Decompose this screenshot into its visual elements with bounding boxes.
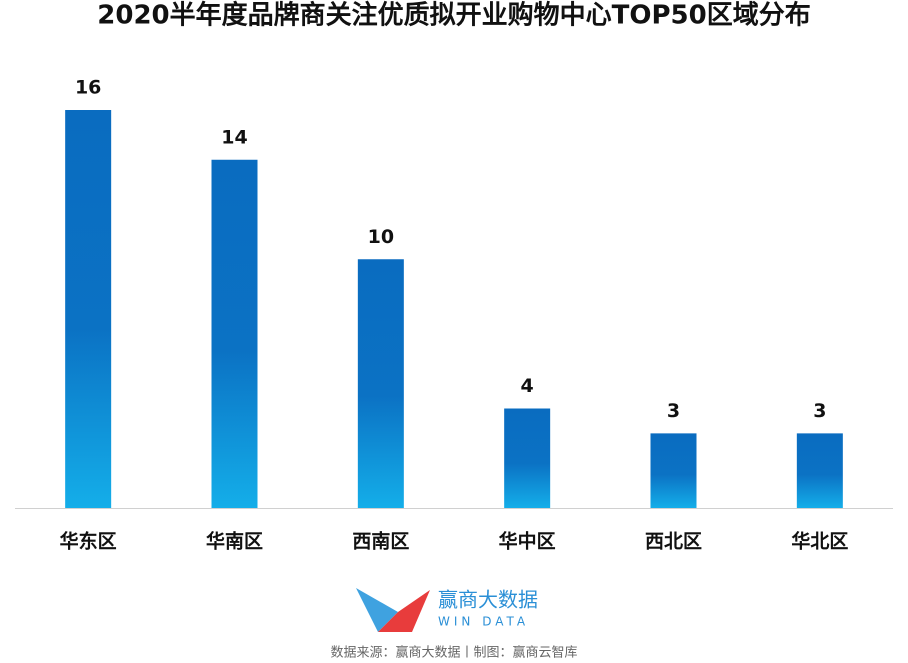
value-label: 3 [667, 400, 680, 422]
chart-title: 2020半年度品牌商关注优质拟开业购物中心TOP50区域分布 [97, 0, 810, 31]
bar [357, 259, 404, 508]
logo-mark [378, 590, 430, 632]
source-note: 数据来源：赢商大数据丨制图：赢商云智库 [330, 645, 577, 661]
logo-name: 赢商大数据 [438, 588, 538, 612]
logo: 赢商大数据 WIN DATA [356, 588, 538, 632]
x-tick-label: 西南区 [352, 531, 409, 553]
bar [211, 159, 258, 508]
logo-subtitle: WIN DATA [438, 615, 529, 629]
x-tick-label: 华东区 [60, 530, 117, 553]
x-tick-label: 华南区 [206, 530, 263, 553]
logo-mark [356, 588, 398, 632]
x-tick-label: 华中区 [499, 530, 556, 553]
value-label: 10 [368, 226, 394, 248]
value-label: 4 [521, 375, 534, 397]
value-label: 14 [221, 126, 247, 148]
bar [650, 433, 697, 508]
x-tick-label: 西北区 [645, 531, 702, 553]
value-label: 16 [75, 77, 101, 99]
value-label: 3 [813, 400, 826, 422]
bar [65, 110, 112, 508]
x-tick-label: 华北区 [791, 530, 848, 553]
bar [504, 408, 551, 508]
bar [796, 433, 843, 508]
